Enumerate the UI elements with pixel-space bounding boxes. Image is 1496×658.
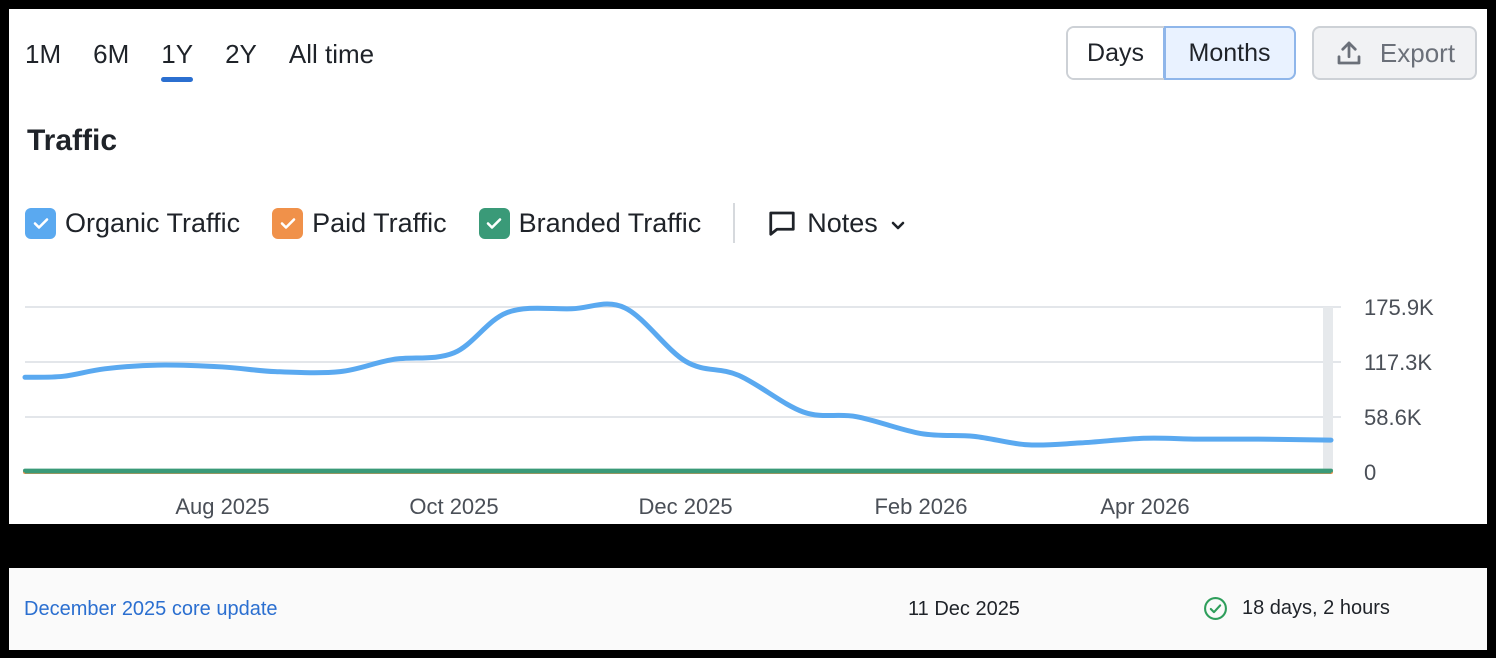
days-button[interactable]: Days: [1068, 28, 1165, 78]
y-tick-label: 0: [1364, 460, 1376, 485]
legend-label: Organic Traffic: [65, 207, 241, 238]
x-tick-label: Apr 2026: [1100, 494, 1189, 519]
notes-dropdown[interactable]: Notes: [767, 208, 908, 239]
period-tabs: 1M 6M 1Y 2Y All time: [25, 39, 406, 89]
legend-label: Branded Traffic: [518, 207, 702, 238]
y-tick-label: 175.9K: [1364, 295, 1434, 320]
chart-legend: Organic Traffic Paid Traffic Branded Tra…: [25, 203, 908, 243]
legend-divider: [733, 203, 736, 243]
legend-organic-traffic[interactable]: Organic Traffic: [25, 207, 241, 239]
period-tab-1m[interactable]: 1M: [25, 39, 62, 69]
export-button[interactable]: Export: [1312, 26, 1477, 80]
duration-text: 18 days, 2 hours: [1242, 597, 1390, 619]
check-icon: [486, 218, 502, 229]
period-tab-2y[interactable]: 2Y: [225, 39, 257, 69]
x-tick-label: Feb 2026: [874, 494, 967, 519]
branded-checkbox[interactable]: [478, 207, 510, 239]
update-date: 11 Dec 2025: [908, 598, 1020, 620]
comment-icon: [769, 211, 795, 236]
update-duration: 18 days, 2 hours: [1203, 596, 1390, 621]
check-icon: [33, 218, 48, 229]
upload-icon: [1337, 41, 1361, 65]
check-circle-icon: [1204, 597, 1227, 620]
paid-checkbox[interactable]: [272, 207, 304, 239]
x-tick-label: Aug 2025: [175, 494, 269, 519]
months-button[interactable]: Months: [1165, 28, 1294, 78]
check-icon: [280, 218, 295, 229]
chevron-down-icon: [891, 221, 905, 230]
period-tab-all-time[interactable]: All time: [288, 39, 375, 69]
notes-label: Notes: [807, 207, 878, 238]
period-tab-1y[interactable]: 1Y: [161, 39, 193, 89]
algorithm-update-row: December 2025 core update 11 Dec 2025 18…: [9, 568, 1487, 650]
traffic-line-chart: 0 58.6K 117.3K 175.9K Aug 2025 Oct 2025 Dec 20…: [22, 295, 1434, 519]
export-label: Export: [1379, 37, 1456, 68]
section-title: Traffic: [27, 124, 118, 157]
current-period-band: [1323, 307, 1333, 472]
granularity-toggle: Days Months: [1066, 26, 1296, 80]
y-tick-label: 58.6K: [1364, 405, 1422, 430]
series-line-organic-traffic: [22, 301, 1334, 448]
legend-label: Paid Traffic: [312, 207, 447, 238]
x-tick-label: Oct 2025: [409, 494, 498, 519]
core-update-link[interactable]: December 2025 core update: [24, 598, 278, 620]
organic-checkbox[interactable]: [25, 207, 56, 239]
y-tick-label: 117.3K: [1364, 350, 1432, 375]
period-tab-6m[interactable]: 6M: [93, 39, 130, 69]
x-tick-label: Dec 2025: [638, 494, 732, 519]
legend-branded-traffic[interactable]: Branded Traffic: [478, 207, 702, 239]
traffic-panel: 1M 6M 1Y 2Y All time Days Months Export …: [9, 9, 1487, 524]
legend-paid-traffic[interactable]: Paid Traffic: [272, 207, 447, 239]
